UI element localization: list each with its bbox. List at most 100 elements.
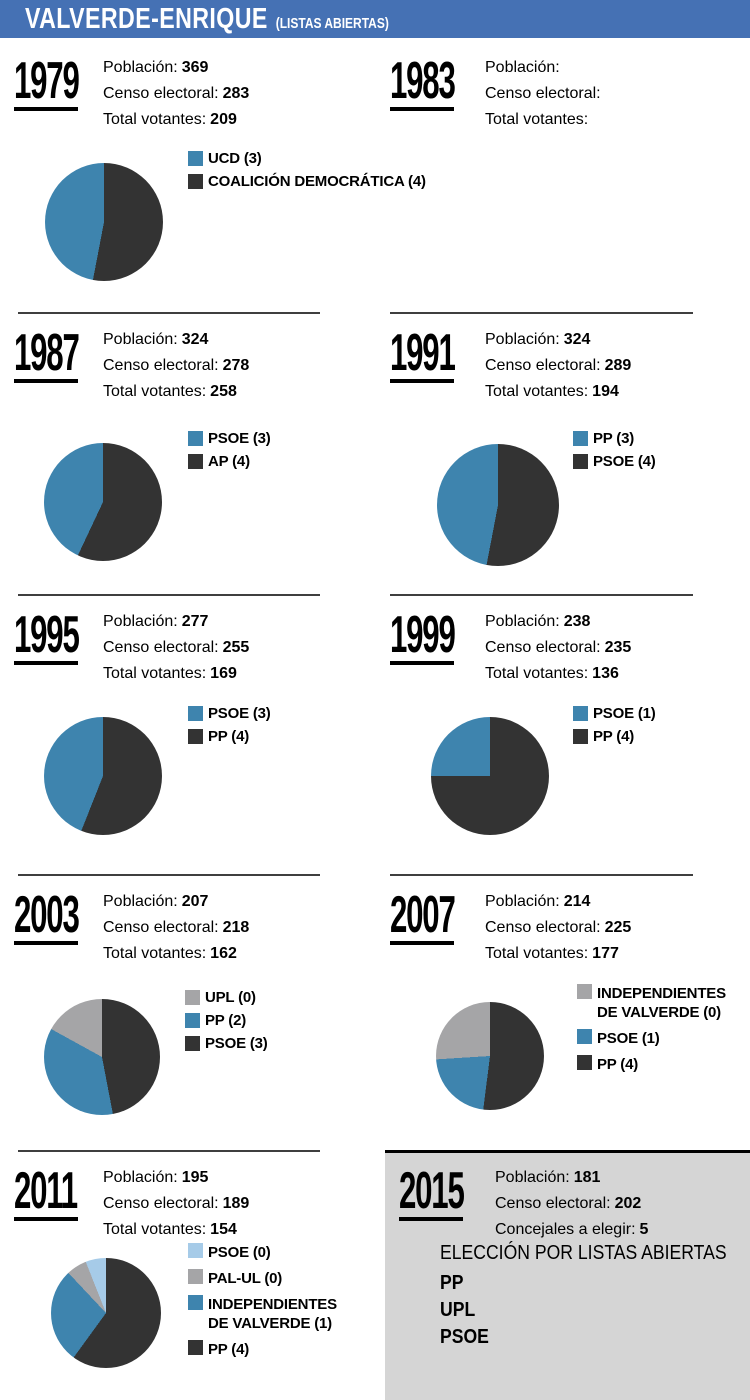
legend-item: PSOE (4)	[573, 454, 656, 470]
legend-1979: UCD (3) COALICIÓN DEMOCRÁTICA (4)	[188, 151, 426, 197]
stats-2007: Población: 214 Censo electoral: 225 Total …	[485, 889, 631, 967]
party-upl: UPL	[440, 1299, 476, 1321]
divider	[390, 312, 693, 314]
legend-swatch	[188, 431, 203, 446]
legend-1987: PSOE (3) AP (4)	[188, 431, 271, 477]
year-2003-underline	[14, 941, 78, 945]
stat-line: Censo electoral: 235	[485, 639, 632, 656]
legend-2003: UPL (0) PP (2) PSOE (3)	[185, 990, 268, 1059]
legend-swatch	[185, 1036, 200, 1051]
legend-item: PSOE (1)	[577, 1029, 747, 1048]
year-1991-underline	[390, 379, 454, 383]
legend-swatch	[188, 706, 203, 721]
stat-line: Censo electoral: 283	[103, 85, 250, 102]
legend-swatch	[188, 1340, 203, 1355]
pie-chart-1995	[44, 717, 162, 835]
year-2007-underline	[390, 941, 454, 945]
year-1995-underline	[14, 661, 78, 665]
stat-line: Total votantes: 154	[103, 1221, 237, 1238]
page-subtitle: (LISTAS ABIERTAS)	[275, 14, 389, 32]
legend-1991: PP (3) PSOE (4)	[573, 431, 656, 477]
legend-2011: PSOE (0) PAL-UL (0) INDEPENDIENTES DE VA…	[188, 1243, 360, 1366]
panel-2015	[385, 1150, 750, 1400]
stat-line: Población: 324	[103, 331, 209, 348]
stats-1999: Población: 238 Censo electoral: 235 Total …	[485, 609, 631, 687]
stat-line: Total votantes: 162	[103, 945, 237, 962]
divider	[390, 594, 693, 596]
stat-line: Población: 324	[485, 331, 591, 348]
legend-item: UPL (0)	[185, 990, 268, 1006]
year-2007: 2007	[390, 886, 456, 944]
legend-item: COALICIÓN DEMOCRÁTICA (4)	[188, 174, 426, 190]
year-2015-underline	[399, 1217, 463, 1221]
stat-line: Concejales a elegir: 5	[495, 1221, 649, 1238]
header-text: VALVERDE-ENRIQUE (LISTAS ABIERTAS)	[25, 3, 389, 36]
year-1979: 1979	[14, 52, 80, 110]
stats-1987: Población: 324 Censo electoral: 278 Total …	[103, 327, 249, 405]
year-2015: 2015	[399, 1162, 465, 1220]
year-1979-underline	[14, 107, 78, 111]
pie-chart-1979	[45, 163, 163, 281]
legend-swatch	[573, 431, 588, 446]
legend-item: PP (4)	[577, 1055, 747, 1074]
legend-swatch	[577, 1029, 592, 1044]
legend-swatch	[185, 1013, 200, 1028]
pie-chart-2003	[44, 999, 160, 1115]
divider	[18, 594, 320, 596]
legend-item: INDEPENDIENTES DE VALVERDE (0)	[577, 984, 747, 1022]
stats-2015: Población: 181 Censo electoral: 202 Concej…	[495, 1165, 648, 1243]
legend-swatch	[188, 1243, 203, 1258]
legend-1995: PSOE (3) PP (4)	[188, 706, 271, 752]
legend-swatch	[573, 729, 588, 744]
pie-chart-1999	[431, 717, 549, 835]
stat-line: Población: 369	[103, 59, 209, 76]
year-2011-underline	[14, 1217, 78, 1221]
stat-line: Total votantes: 169	[103, 665, 237, 682]
legend-swatch	[188, 174, 203, 189]
year-1983: 1983	[390, 52, 456, 110]
year-1995: 1995	[14, 606, 80, 664]
legend-swatch	[573, 454, 588, 469]
stat-line: Total votantes: 194	[485, 383, 619, 400]
legend-item: AP (4)	[188, 454, 271, 470]
legend-item: PSOE (1)	[573, 706, 656, 722]
year-1991: 1991	[390, 324, 456, 382]
legend-item: PSOE (3)	[185, 1036, 268, 1052]
stat-line: Total votantes: 258	[103, 383, 237, 400]
stat-line: Total votantes: 177	[485, 945, 619, 962]
stat-line: Censo electoral: 225	[485, 919, 632, 936]
year-2011: 2011	[14, 1162, 78, 1220]
legend-swatch	[577, 1055, 592, 1070]
legend-item: PSOE (3)	[188, 431, 271, 447]
pie-chart-1987	[44, 443, 162, 561]
legend-item: PP (4)	[188, 1340, 360, 1359]
stats-1991: Población: 324 Censo electoral: 289 Total …	[485, 327, 631, 405]
stat-line: Población: 181	[495, 1169, 601, 1186]
stat-line: Población:	[485, 59, 560, 76]
legend-item: PSOE (3)	[188, 706, 271, 722]
legend-2007: INDEPENDIENTES DE VALVERDE (0) PSOE (1) …	[577, 984, 747, 1081]
stats-2011: Población: 195 Censo electoral: 189 Total …	[103, 1165, 249, 1243]
divider	[390, 874, 693, 876]
page-title: VALVERDE-ENRIQUE	[25, 2, 268, 35]
pie-chart-1991	[437, 444, 559, 566]
stats-2003: Población: 207 Censo electoral: 218 Total …	[103, 889, 249, 967]
legend-item: PAL-UL (0)	[188, 1269, 360, 1288]
stat-line: Población: 238	[485, 613, 591, 630]
stat-line: Población: 195	[103, 1169, 209, 1186]
stat-line: Población: 277	[103, 613, 209, 630]
divider	[18, 1150, 320, 1152]
legend-swatch	[577, 984, 592, 999]
year-1999-underline	[390, 661, 454, 665]
legend-1999: PSOE (1) PP (4)	[573, 706, 656, 752]
open-lists-title: ELECCIÓN POR LISTAS ABIERTAS	[440, 1242, 727, 1264]
party-pp: PP	[440, 1272, 464, 1294]
stat-line: Censo electoral: 278	[103, 357, 250, 374]
stat-line: Censo electoral: 189	[103, 1195, 250, 1212]
stats-1979: Población: 369 Censo electoral: 283 Total …	[103, 55, 249, 133]
legend-item: PP (4)	[188, 729, 271, 745]
stats-1983: Población: Censo electoral: Total votant…	[485, 55, 605, 133]
party-psoe: PSOE	[440, 1326, 489, 1348]
stat-line: Censo electoral: 202	[495, 1195, 642, 1212]
